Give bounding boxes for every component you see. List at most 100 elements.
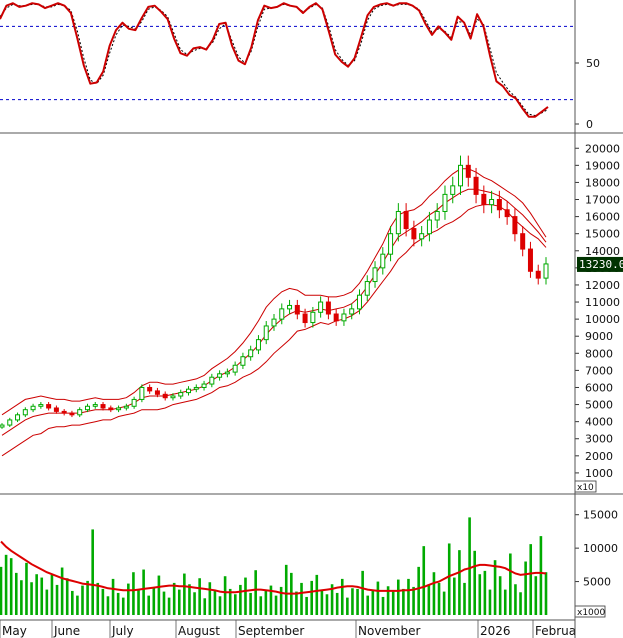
time-axis: May June July August September November 2026 Fe…: [0, 620, 576, 638]
price-tick-label: 17000: [585, 194, 620, 207]
candle-body: [248, 349, 254, 358]
candle-body: [162, 393, 168, 399]
volume-bar: [493, 560, 497, 615]
volume-bar: [519, 592, 522, 615]
volume-bar: [76, 595, 79, 615]
candle-body: [100, 404, 106, 409]
volume-bar: [183, 573, 186, 615]
candle-body: [341, 313, 347, 322]
bollinger-upper-band: [1, 168, 547, 416]
candle-body: [7, 419, 13, 426]
volume-bar: [96, 582, 100, 615]
volume-bar: [132, 572, 135, 615]
volume-bar: [330, 584, 334, 615]
volume-bar: [447, 543, 451, 615]
candle-body: [481, 193, 487, 206]
volume-bar: [483, 570, 487, 615]
candle-body: [388, 233, 394, 255]
stochastic-panel: 0 50: [0, 0, 600, 133]
volume-bar: [203, 598, 207, 615]
candle-body: [271, 318, 277, 327]
volume-bar: [40, 577, 44, 615]
candle-body: [139, 386, 145, 400]
volume-bar: [157, 575, 161, 615]
price-tick-label: 18000: [585, 176, 620, 189]
volume-bar: [106, 596, 110, 615]
stochastic-y-axis: 0 50: [575, 57, 600, 131]
price-tick-label: 16000: [585, 211, 620, 224]
volume-bar: [86, 580, 89, 615]
volume-bar: [346, 597, 349, 615]
volume-bar: [529, 544, 533, 615]
candle-body: [287, 304, 293, 310]
price-tick-label: 12000: [585, 279, 620, 292]
volume-bar: [478, 574, 482, 615]
candle-body: [458, 164, 464, 187]
volume-bar: [300, 582, 303, 615]
candle-body: [38, 404, 44, 407]
volume-bar: [167, 597, 171, 615]
candle-body: [349, 308, 355, 315]
volume-unit-label: x1000: [577, 608, 606, 618]
price-tick-label: 8000: [585, 347, 613, 360]
volume-bar: [498, 576, 502, 615]
volume-bar: [279, 586, 283, 615]
stochastic-lines: [0, 2, 549, 118]
volume-bar: [121, 597, 125, 615]
bollinger-middle-band: [1, 188, 547, 436]
candle-body: [543, 263, 549, 279]
bollinger-bands: [1, 168, 547, 457]
candle-body: [15, 414, 21, 421]
candle-body: [108, 407, 114, 411]
volume-panel: 5000 10000 15000 x1000: [0, 509, 618, 618]
volume-bar: [198, 578, 201, 615]
candle-body: [92, 404, 98, 407]
price-y-axis: 1000 2000 3000 4000 5000 6000 7000 8000 9000 1000…: [575, 142, 620, 480]
month-label: July: [111, 624, 134, 638]
volume-bar: [101, 588, 105, 615]
candle-body: [395, 210, 401, 235]
volume-bar: [381, 596, 385, 615]
volume-unit-box: x1000: [574, 605, 606, 618]
volume-tick-label: 10000: [583, 542, 618, 555]
candle-body: [356, 294, 362, 310]
candle-body: [69, 412, 75, 416]
volume-bar: [30, 582, 33, 615]
price-tick-label: 7000: [585, 364, 613, 377]
month-label: August: [178, 624, 220, 638]
volume-bar: [315, 574, 319, 615]
price-tick-label: 6000: [585, 381, 613, 394]
volume-bar: [514, 584, 517, 615]
volume-bar: [25, 562, 28, 615]
volume-bar: [213, 590, 217, 615]
price-tick-label: 11000: [585, 296, 620, 309]
candle-body: [209, 376, 215, 385]
volume-bar: [396, 579, 400, 615]
volume-bar: [351, 588, 354, 615]
price-tick-label: 14000: [585, 245, 620, 258]
price-tick-label: 15000: [585, 228, 620, 241]
bollinger-lower-band: [1, 204, 547, 457]
candle-body: [61, 410, 67, 414]
candle-body: [147, 386, 153, 392]
volume-bar: [320, 589, 324, 615]
candle-body: [364, 281, 370, 296]
volume-bar: [137, 590, 140, 615]
volume-bar: [463, 582, 466, 615]
volume-bar: [20, 580, 23, 615]
volume-bar: [310, 580, 314, 615]
candle-body: [77, 409, 83, 416]
volume-bar: [45, 589, 49, 615]
candle-body: [426, 219, 432, 235]
candle-body: [154, 390, 160, 395]
price-tick-label: 2000: [585, 450, 613, 463]
candle-body: [46, 404, 52, 409]
volume-bar: [534, 576, 538, 615]
month-label: June: [53, 624, 80, 638]
price-tick-label: 9000: [585, 330, 613, 343]
price-tick-label: 10000: [585, 313, 620, 326]
volume-bar: [65, 578, 69, 615]
volume-bar: [147, 595, 151, 615]
